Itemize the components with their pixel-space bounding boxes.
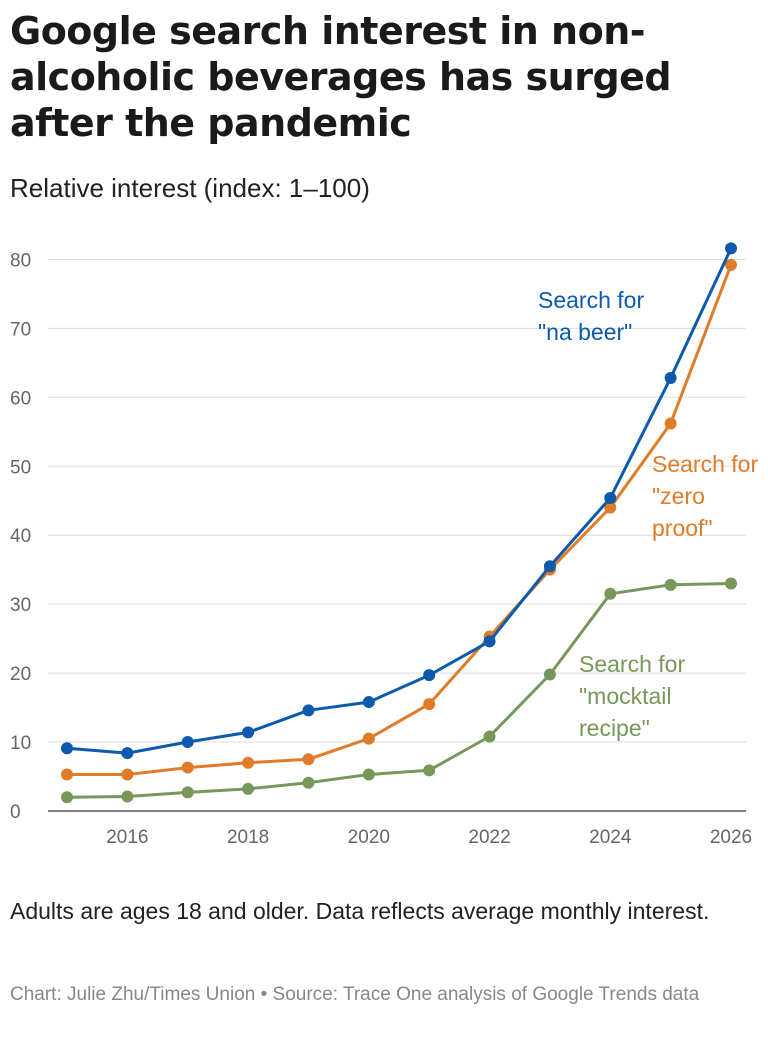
data-point — [121, 747, 134, 760]
series-line — [65, 582, 733, 799]
data-point — [423, 698, 436, 711]
data-point — [242, 726, 255, 739]
series-2 — [61, 242, 737, 760]
data-point — [61, 742, 73, 755]
x-axis-ticks: 2016 2018 2020 2022 2024 2026 — [106, 827, 752, 848]
data-point — [362, 768, 375, 781]
y-tick-label: 50 — [10, 457, 31, 478]
series-label: "mocktail — [579, 683, 672, 709]
data-point — [362, 696, 375, 709]
series-label: proof" — [652, 515, 713, 541]
data-point — [423, 669, 436, 682]
data-point — [725, 577, 737, 590]
chart-credit: Chart: Julie Zhu/Times Union • Source: T… — [10, 984, 700, 1005]
x-tick-label: 2020 — [348, 827, 390, 848]
series-label: Search for — [652, 451, 758, 477]
data-point — [664, 417, 677, 430]
y-axis-ticks: 0 10 20 30 40 50 60 70 80 — [10, 250, 31, 823]
data-point — [181, 761, 194, 774]
x-tick-label: 2018 — [227, 827, 269, 848]
y-tick-label: 40 — [10, 526, 31, 547]
data-point — [725, 258, 737, 271]
x-tick-label: 2024 — [589, 827, 632, 848]
data-point — [302, 704, 315, 717]
data-point — [242, 782, 255, 795]
data-point — [604, 501, 617, 514]
series-0 — [61, 577, 737, 804]
y-tick-label: 10 — [10, 733, 31, 754]
data-point — [362, 732, 375, 745]
series-label: recipe" — [579, 715, 650, 741]
y-tick-label: 80 — [10, 250, 31, 271]
data-point — [604, 587, 617, 600]
data-point — [121, 790, 134, 803]
x-tick-label: 2026 — [710, 827, 752, 848]
y-tick-label: 70 — [10, 319, 31, 340]
data-point — [543, 560, 556, 573]
y-tick-label: 60 — [10, 388, 31, 409]
series-lines — [61, 242, 737, 804]
series-label: "zero — [652, 483, 705, 509]
data-point — [483, 730, 496, 743]
series-label: Search for — [579, 651, 685, 677]
y-tick-label: 20 — [10, 664, 31, 685]
data-point — [302, 753, 315, 766]
series-line — [65, 246, 733, 755]
data-point — [664, 371, 677, 384]
data-point — [604, 491, 617, 504]
data-point — [302, 776, 315, 789]
chart-subtitle: Relative interest (index: 1–100) — [10, 173, 370, 203]
x-tick-label: 2016 — [106, 827, 148, 848]
data-point — [242, 756, 255, 769]
series-labels: Search for "mocktail recipe" Search for "zer… — [538, 287, 758, 741]
y-tick-label: 30 — [10, 595, 31, 616]
chart-note: Adults are ages 18 and older. Data refle… — [10, 898, 710, 924]
series-label: Search for — [538, 287, 644, 313]
series-line — [65, 263, 733, 776]
data-point — [664, 578, 677, 591]
chart-title: Google search interest in non-alcoholic … — [10, 9, 672, 145]
data-point — [181, 736, 194, 749]
data-point — [543, 668, 556, 681]
data-point — [61, 791, 73, 804]
y-tick-label: 0 — [10, 802, 21, 823]
data-point — [121, 768, 134, 781]
series-label: "na beer" — [538, 319, 632, 345]
data-point — [725, 242, 737, 255]
data-point — [61, 768, 73, 781]
data-point — [423, 764, 436, 777]
data-point — [483, 635, 496, 648]
gridlines — [48, 258, 746, 812]
data-point — [181, 786, 194, 799]
x-tick-label: 2022 — [468, 827, 510, 848]
